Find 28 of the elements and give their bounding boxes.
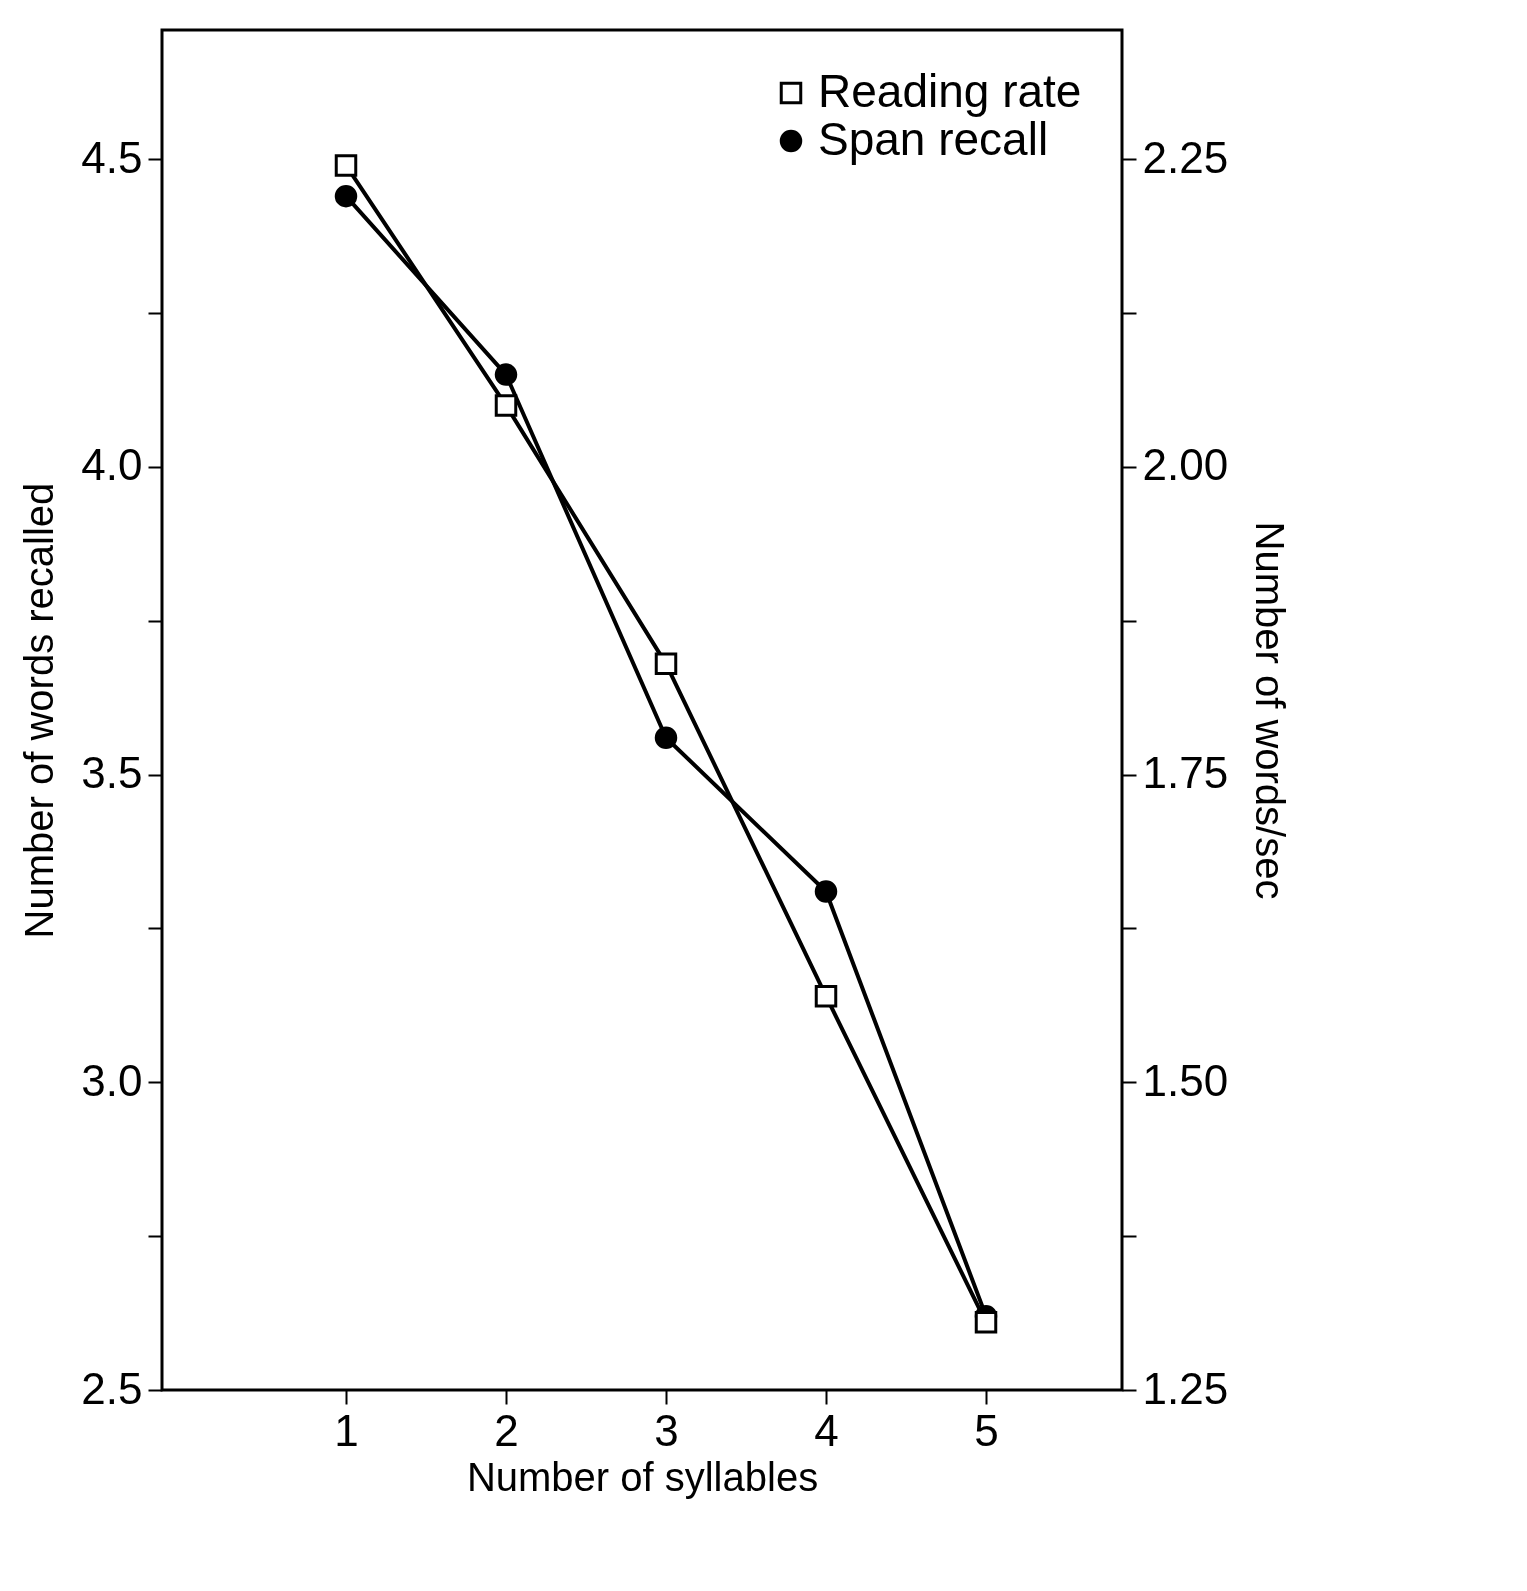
y-tick-label: 3.0: [81, 1055, 143, 1105]
point: [334, 184, 358, 208]
point: [654, 652, 678, 676]
legend-label: Reading rate: [818, 65, 1082, 117]
point: [974, 1311, 998, 1334]
y2-tick-label: 2.00: [1142, 440, 1229, 490]
y2-tick-label: 1.50: [1142, 1055, 1229, 1105]
y2-axis-title: Number of words/sec: [1248, 521, 1293, 900]
point: [494, 394, 518, 417]
x-tick-label: 2: [494, 1405, 519, 1455]
x-tick-label: 1: [334, 1405, 359, 1455]
y2-tick-label: 1.75: [1142, 748, 1229, 798]
x-tick-label: 4: [814, 1405, 839, 1455]
y2-tick-label: 2.25: [1142, 132, 1229, 182]
y-axis-title: Number of words recalled: [17, 482, 62, 939]
y-tick-label: 3.5: [81, 748, 143, 798]
x-tick-label: 5: [974, 1405, 999, 1455]
point: [654, 726, 678, 749]
x-tick-label: 3: [654, 1405, 679, 1455]
y-tick-label: 2.5: [81, 1363, 143, 1413]
point: [814, 984, 838, 1008]
point: [334, 154, 358, 177]
point: [814, 880, 838, 903]
point: [494, 363, 518, 386]
y-tick-label: 4.0: [81, 440, 143, 490]
y2-tick-label: 1.25: [1142, 1363, 1229, 1413]
y-tick-label: 4.5: [81, 132, 143, 182]
x-axis-title: Number of syllables: [466, 1454, 819, 1499]
